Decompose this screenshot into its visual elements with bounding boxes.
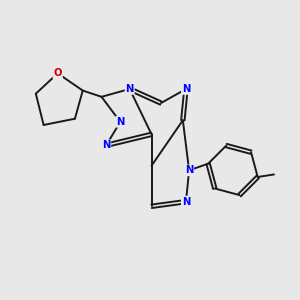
Text: O: O bbox=[53, 68, 62, 78]
Text: N: N bbox=[185, 165, 193, 175]
Text: N: N bbox=[125, 84, 134, 94]
Text: N: N bbox=[182, 84, 190, 94]
Text: N: N bbox=[182, 196, 190, 207]
Text: N: N bbox=[102, 140, 110, 150]
Text: N: N bbox=[116, 117, 124, 127]
